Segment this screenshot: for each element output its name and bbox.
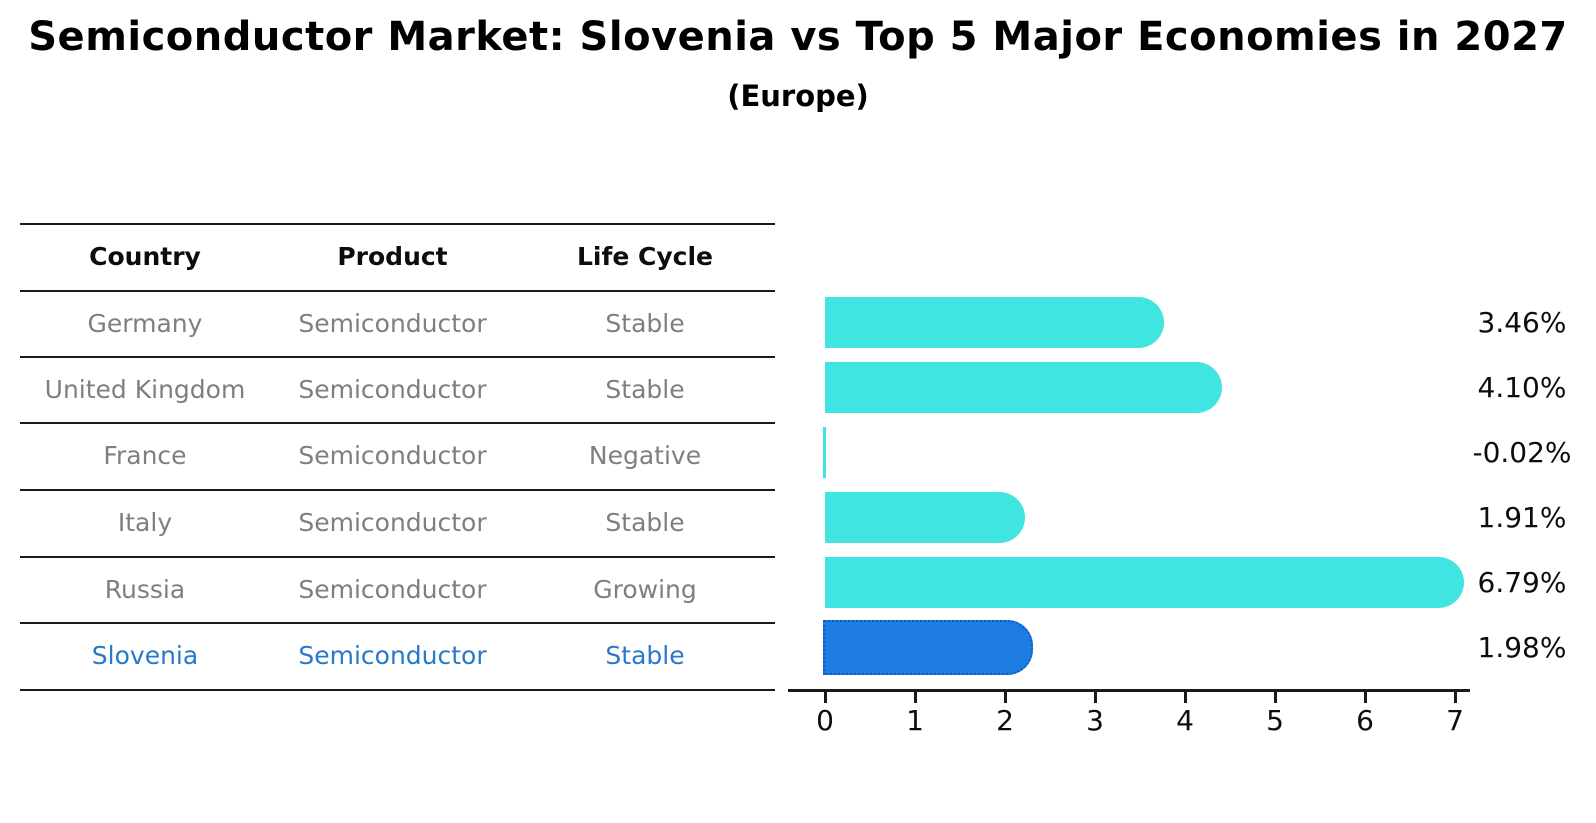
table-row-cell-life-cycle: Stable [605, 508, 685, 537]
x-axis-tick-label: 0 [816, 704, 834, 737]
table-row: France Semiconductor Negative [20, 422, 775, 489]
bar-slovenia [823, 620, 1034, 675]
table-rule [20, 689, 775, 691]
table-row-cell-country: France [103, 441, 187, 470]
table-header-row-cell-life-cycle: Life Cycle [576, 242, 714, 271]
table-row-cell-product: Semiconductor [298, 641, 487, 670]
table-row: Slovenia Semiconductor Stable [20, 622, 775, 689]
table-row: United Kingdom Semiconductor Stable [20, 356, 775, 422]
value-label-russia: 6.79% [1477, 565, 1567, 599]
chart-title: Semiconductor Market: Slovenia vs Top 5 … [28, 14, 1568, 60]
table-row-cell-product: Semiconductor [298, 441, 487, 470]
x-axis-tick-label: 6 [1356, 704, 1374, 737]
x-axis-tick-label: 2 [996, 704, 1014, 737]
table-header-row: Country Product Life Cycle [20, 223, 775, 290]
x-axis-tick [1094, 692, 1097, 703]
table-rule [20, 622, 775, 624]
x-axis-tick-label: 4 [1176, 704, 1194, 737]
value-label-united-kingdom: 4.10% [1477, 370, 1567, 404]
value-label-france: -0.02% [1472, 435, 1572, 469]
table-row: Italy Semiconductor Stable [20, 489, 775, 556]
x-axis-tick-label: 5 [1266, 704, 1284, 737]
table-row-cell-life-cycle: Growing [593, 574, 697, 604]
table-rule [20, 556, 775, 558]
value-label-germany: 3.46% [1477, 305, 1567, 339]
table-row-cell-product: Semiconductor [298, 308, 487, 338]
table-row-cell-product: Semiconductor [298, 508, 487, 537]
table-row-cell-product: Semiconductor [298, 574, 487, 604]
table-row-cell-country: Russia [104, 574, 186, 604]
bar-united-kingdom [825, 362, 1222, 413]
x-axis-tick [824, 692, 827, 703]
table-row-cell-life-cycle: Stable [605, 374, 685, 404]
x-axis-tick [1274, 692, 1277, 703]
chart-subtitle: (Europe) [727, 79, 869, 113]
table-rule [20, 489, 775, 491]
table-header-row-cell-country: Country [89, 242, 201, 271]
x-axis-tick [1184, 692, 1187, 703]
table-row: Germany Semiconductor Stable [20, 290, 775, 356]
bar-russia [825, 557, 1465, 608]
table-row-cell-country: United Kingdom [44, 374, 246, 404]
x-axis-tick-label: 1 [906, 704, 924, 737]
bar-france [823, 427, 826, 478]
table-row-cell-life-cycle: Stable [605, 641, 685, 670]
value-label-italy: 1.91% [1477, 500, 1567, 534]
x-axis-tick [1364, 692, 1367, 703]
table-row-cell-country: Germany [87, 308, 203, 338]
table-rule [20, 356, 775, 358]
x-axis-tick-label: 3 [1086, 704, 1104, 737]
bar-germany [825, 297, 1165, 348]
table-header-row-cell-product: Product [337, 242, 448, 271]
table-row-cell-product: Semiconductor [298, 374, 487, 404]
table-row-cell-life-cycle: Negative [588, 441, 702, 470]
value-label-slovenia: 1.98% [1477, 630, 1567, 664]
table-rule [20, 290, 775, 292]
x-axis-tick [1004, 692, 1007, 703]
table-rule [20, 422, 775, 424]
x-axis-tick [914, 692, 917, 703]
x-axis-tick-label: 7 [1446, 704, 1464, 737]
table-row-cell-country: Slovenia [91, 641, 199, 670]
table-rule [20, 223, 775, 225]
table-row-cell-country: Italy [117, 508, 173, 537]
table-row: Russia Semiconductor Growing [20, 556, 775, 622]
x-axis-spine [788, 689, 1470, 692]
x-axis-tick [1454, 692, 1457, 703]
bar-italy [825, 492, 1025, 543]
table-row-cell-life-cycle: Stable [605, 308, 685, 338]
